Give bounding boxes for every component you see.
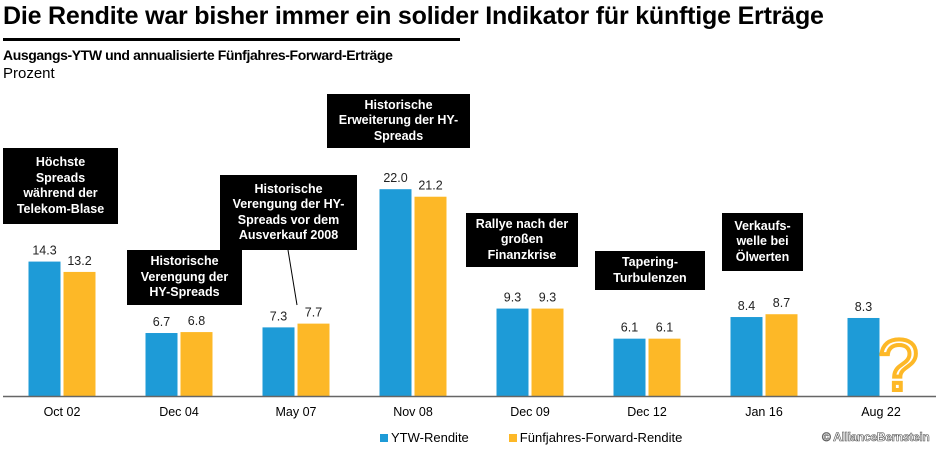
legend-label: YTW-Rendite [391, 430, 469, 445]
data-label: 8.3 [855, 300, 872, 314]
data-label: 7.3 [270, 309, 287, 323]
chart-subtitle: Ausgangs-YTW und annualisierte Fünfjahre… [3, 47, 393, 63]
bar-forward [63, 271, 96, 396]
bar-forward [297, 323, 330, 396]
data-label: 9.3 [539, 291, 556, 305]
x-tick-label: Aug 22 [861, 405, 901, 419]
data-label: 9.3 [504, 291, 521, 305]
legend-item-ytw: YTW-Rendite [380, 430, 469, 445]
annotation-leader-line [287, 249, 298, 306]
x-tick-label: Dec 09 [510, 405, 550, 419]
bar-forward [765, 314, 798, 396]
watermark: © AllianceBernstein [822, 430, 930, 445]
data-label: 22.0 [383, 171, 407, 185]
bar-ytw [847, 317, 880, 396]
x-tick-label: Jan 16 [745, 405, 783, 419]
x-tick-label: Dec 12 [627, 405, 667, 419]
x-tick-label: Oct 02 [44, 405, 81, 419]
data-label: 8.7 [773, 296, 790, 310]
data-label: 21.2 [418, 179, 442, 193]
bar-ytw [730, 317, 763, 396]
unit-label: Prozent [3, 65, 55, 82]
annotation-narrowing-2008: Historische Verengung der HY- Spreads vo… [220, 175, 357, 250]
data-label: 6.1 [656, 321, 673, 335]
x-tick-label: May 07 [276, 405, 317, 419]
data-label: 6.7 [153, 315, 170, 329]
data-label: 8.4 [738, 299, 755, 313]
x-tick-label: Nov 08 [393, 405, 433, 419]
annotation-oil-selloff: Verkaufs- welle bei Ölwerten [722, 213, 803, 271]
title-divider [3, 38, 460, 41]
bar-forward [531, 308, 564, 396]
bar-forward [414, 196, 447, 396]
bar-ytw [145, 333, 178, 396]
data-label: 6.8 [188, 314, 205, 328]
annotation-narrowing: Historische Verengung der HY-Spreads [127, 250, 242, 305]
annotation-widening: Historische Erweiterung der HY- Spreads [327, 94, 470, 148]
bar-ytw [496, 308, 529, 396]
bar-forward [648, 338, 681, 396]
legend-swatch-yellow [508, 433, 517, 442]
annotation-rally: Rallye nach der großen Finanzkrise [466, 213, 578, 267]
legend-swatch-blue [380, 433, 388, 442]
bar-ytw [262, 327, 295, 396]
unknown-value-question-mark: ? [878, 326, 918, 406]
bar-ytw [28, 261, 61, 396]
bar-ytw [613, 338, 646, 396]
chart-title: Die Rendite war bisher immer ein solider… [3, 2, 824, 30]
legend-item-forward: Fünfjahres-Forward-Rendite [508, 430, 683, 445]
data-label: 13.2 [67, 254, 91, 268]
annotation-telekom-bubble: Höchste Spreads während der Telekom-Blas… [3, 148, 118, 224]
data-label: 14.3 [32, 244, 56, 258]
data-label: 6.1 [621, 321, 638, 335]
bar-forward [180, 332, 213, 396]
x-tick-label: Dec 04 [159, 405, 199, 419]
bar-ytw [379, 189, 412, 396]
legend: YTW-Rendite Fünfjahres-Forward-Rendite [380, 430, 722, 445]
data-label: 7.7 [305, 306, 322, 320]
legend-label: Fünfjahres-Forward-Rendite [519, 430, 683, 445]
annotation-tapering: Tapering- Turbulenzen [595, 251, 705, 290]
